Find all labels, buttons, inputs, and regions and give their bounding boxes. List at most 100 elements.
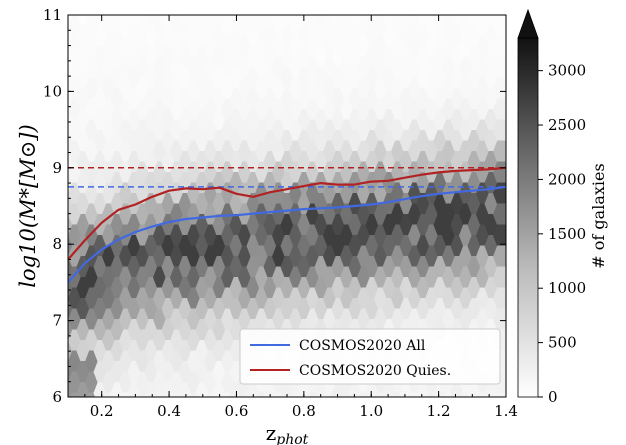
series-line-all — [68, 185, 506, 284]
hexbin-cell — [493, 266, 506, 289]
y-tick-label: 9 — [52, 159, 62, 177]
hexbin-cell — [293, 15, 302, 16]
colorbar-tick-label: 2000 — [548, 170, 586, 188]
hexbin-cell — [480, 15, 489, 16]
x-axis-label: zphot — [266, 421, 309, 445]
hexbin-cell — [349, 0, 366, 5]
hexbin-cell — [332, 0, 349, 5]
hexbin-cell — [225, 15, 234, 16]
hexbin-cell — [157, 15, 166, 16]
x-tick-label: 1.4 — [494, 402, 518, 420]
hexbin-cell — [463, 15, 472, 16]
y-tick-label: 8 — [52, 235, 62, 253]
hexbin-cell — [77, 0, 94, 5]
hexbin-cell — [242, 15, 251, 16]
hexbin-density — [60, 0, 506, 397]
hexbin-cell — [493, 77, 506, 100]
y-tick-label: 11 — [43, 6, 62, 24]
hexbin-cell — [213, 0, 230, 5]
colorbar-label: # of galaxies — [589, 163, 608, 268]
colorbar-tick-label: 3000 — [548, 62, 586, 80]
legend: COSMOS2020 All COSMOS2020 Quies. — [239, 328, 501, 385]
hexbin-cell — [344, 15, 353, 16]
hexbin-cell — [493, 119, 506, 142]
threshold-lines — [68, 167, 506, 188]
colorbar-extend-arrow — [517, 8, 539, 39]
hexbin-cell — [94, 0, 111, 5]
colorbar-tick-label: 2500 — [548, 116, 586, 134]
hexbin-cell — [89, 15, 98, 16]
hexbin-cell — [174, 15, 183, 16]
x-tick-label: 1.2 — [427, 402, 451, 420]
hexbin-cell — [196, 0, 213, 5]
hexbin-cell — [395, 15, 404, 16]
hexbin-cell — [310, 15, 319, 16]
hexbin-cell — [495, 392, 506, 397]
hexbin-cell — [493, 35, 506, 58]
x-tick-label: 0.4 — [157, 402, 181, 420]
hexbin-cell — [493, 224, 506, 247]
hexbin-cell — [276, 15, 285, 16]
hexbin-cell — [412, 15, 421, 16]
hexbin-cell — [468, 0, 485, 5]
hexbin-cell — [417, 0, 434, 5]
x-axis-ticks: 0.2 0.4 0.6 0.8 1.0 1.2 1.4 — [67, 15, 518, 420]
hexbin-cell — [128, 0, 145, 5]
hexbin-cell — [111, 0, 128, 5]
hexbin-cell — [493, 245, 506, 268]
colorbar: 0 500 1000 1500 2000 2500 3000 # of galaxies — [517, 8, 608, 406]
x-tick-label: 1.0 — [359, 402, 383, 420]
hexbin-cell — [327, 15, 336, 16]
hexbin-cell — [400, 0, 417, 5]
legend-label-all: COSMOS2020 All — [299, 338, 426, 354]
hexbin-cell — [106, 15, 115, 16]
y-tick-label: 6 — [52, 388, 62, 406]
hexbin-cell — [298, 0, 315, 5]
hexbin-cell — [451, 0, 468, 5]
hexbin-cell — [191, 15, 200, 16]
legend-box — [239, 328, 501, 385]
series-line-quies — [68, 166, 506, 261]
hexbin-cell — [281, 0, 298, 5]
hexbin-cell — [485, 0, 502, 5]
hexbin-cell — [264, 0, 281, 5]
hexbin-cell — [60, 0, 77, 5]
colorbar-tick-label: 1000 — [548, 279, 586, 297]
hexbin-cell — [259, 15, 268, 16]
hexbin-cell — [145, 0, 162, 5]
hexbin-cell — [366, 0, 383, 5]
y-tick-label: 10 — [43, 82, 62, 100]
series-lines — [68, 166, 506, 284]
hexbin-cell — [179, 0, 196, 5]
hexbin-cell — [493, 15, 506, 37]
hexbin-cell — [383, 0, 400, 5]
colorbar-tick-label: 1500 — [548, 225, 586, 243]
hexbin-cell — [378, 15, 387, 16]
x-tick-label: 0.6 — [225, 402, 249, 420]
y-axis-label: log10(M*[M⊙]) — [16, 124, 40, 287]
hexbin-cell — [493, 308, 506, 331]
hexbin-cell — [493, 140, 506, 163]
hexbin-cell — [140, 15, 149, 16]
y-axis-ticks: 6 7 8 9 10 11 — [43, 6, 506, 406]
y-tick-label: 7 — [52, 312, 62, 330]
x-tick-label: 0.8 — [292, 402, 316, 420]
colorbar-ticks: 0 500 1000 1500 2000 2500 3000 — [538, 62, 586, 406]
hexbin-cell — [230, 0, 247, 5]
hexbin-cell — [493, 287, 506, 310]
hexbin-cell — [315, 0, 332, 5]
hexbin-cell — [72, 15, 81, 16]
hexbin-cell — [493, 98, 506, 121]
hexbin-cell — [123, 15, 132, 16]
hexbin-cell — [247, 0, 264, 5]
hexbin-cell — [208, 15, 217, 16]
hexbin-cell — [361, 15, 370, 16]
hexbin-cell — [493, 56, 506, 79]
hexbin-cell — [162, 0, 179, 5]
colorbar-gradient — [517, 37, 539, 398]
hexbin-cell — [446, 15, 455, 16]
hexbin-cell — [429, 15, 438, 16]
colorbar-tick-label: 500 — [548, 334, 577, 352]
colorbar-tick-label: 0 — [548, 388, 558, 406]
